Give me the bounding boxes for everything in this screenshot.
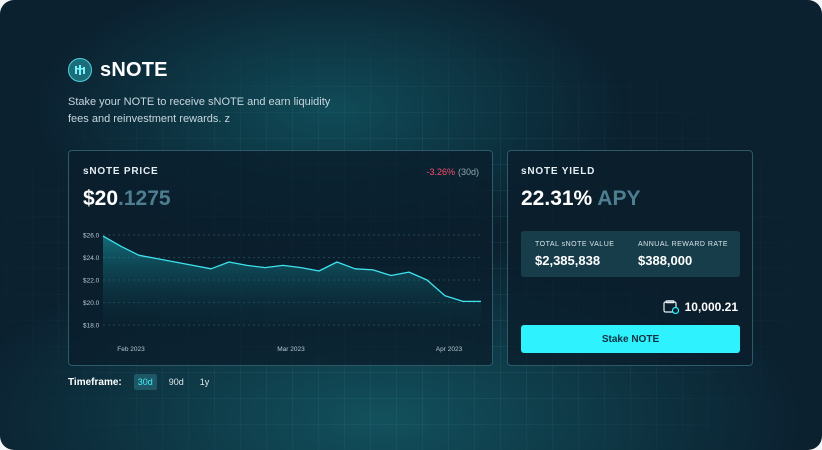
price-chart: $26.0 $24.0 $22.0 $20.0 $18.0 Feb 2023 Mar 202… xyxy=(83,232,481,353)
price-change-period: (30d) xyxy=(457,167,479,177)
timeframe-90d[interactable]: 90d xyxy=(168,377,184,387)
reward-rate-label: ANNUAL REWARD RATE xyxy=(638,241,729,248)
y-tick-label: $22.0 xyxy=(83,277,100,284)
wallet-icon xyxy=(663,300,679,314)
y-tick-label: $18.0 xyxy=(83,322,100,329)
total-value: $2,385,838 xyxy=(535,253,601,268)
x-tick-label: Mar 2023 xyxy=(277,346,305,353)
wallet-balance: 10,000.21 xyxy=(663,300,738,314)
x-tick-label: Apr 2023 xyxy=(436,346,463,353)
timeframe-1y[interactable]: 1y xyxy=(199,377,210,387)
price-change: -3.26% (30d) xyxy=(426,167,479,177)
y-tick-label: $26.0 xyxy=(83,232,100,239)
reward-rate-value: $388,000 xyxy=(638,253,693,268)
price-card: sNOTE PRICE -3.26% (30d) $20.1275 $26.0 $2… xyxy=(68,150,493,366)
apy-unit: APY xyxy=(597,187,641,210)
stake-note-button[interactable]: Stake NOTE xyxy=(521,325,740,353)
price-card-label: sNOTE PRICE xyxy=(83,166,159,177)
timeframe-30d[interactable]: 30d xyxy=(133,374,157,390)
price-line xyxy=(102,235,481,303)
apy-number: 22.31% xyxy=(521,187,593,210)
page-title: sNOTE xyxy=(100,59,168,81)
wallet-amount: 10,000.21 xyxy=(684,300,738,314)
price-area xyxy=(103,236,481,325)
yield-card: sNOTE YIELD 22.31% APY TOTAL sNOTE VALUE… xyxy=(507,150,753,366)
price-decimal: .1275 xyxy=(118,187,171,210)
total-value-label: TOTAL sNOTE VALUE xyxy=(535,241,615,248)
yield-stats-panel: TOTAL sNOTE VALUE $2,385,838 ANNUAL REWA… xyxy=(521,231,740,277)
yield-card-label: sNOTE YIELD xyxy=(521,166,596,177)
timeframe-selector: Timeframe: 30d 90d 1y xyxy=(68,374,213,390)
apy-value: 22.31% APY xyxy=(521,187,640,211)
price-value: $20.1275 xyxy=(83,187,171,211)
price-change-value: -3.26% xyxy=(426,167,455,177)
x-tick-label: Feb 2023 xyxy=(117,346,145,353)
price-whole: $20 xyxy=(83,187,119,210)
y-tick-label: $24.0 xyxy=(83,255,100,262)
snote-logo-icon xyxy=(68,58,92,82)
page-description: Stake your NOTE to receive sNOTE and ear… xyxy=(68,96,331,125)
timeframe-label: Timeframe: xyxy=(68,376,122,388)
y-tick-label: $20.0 xyxy=(83,300,100,307)
